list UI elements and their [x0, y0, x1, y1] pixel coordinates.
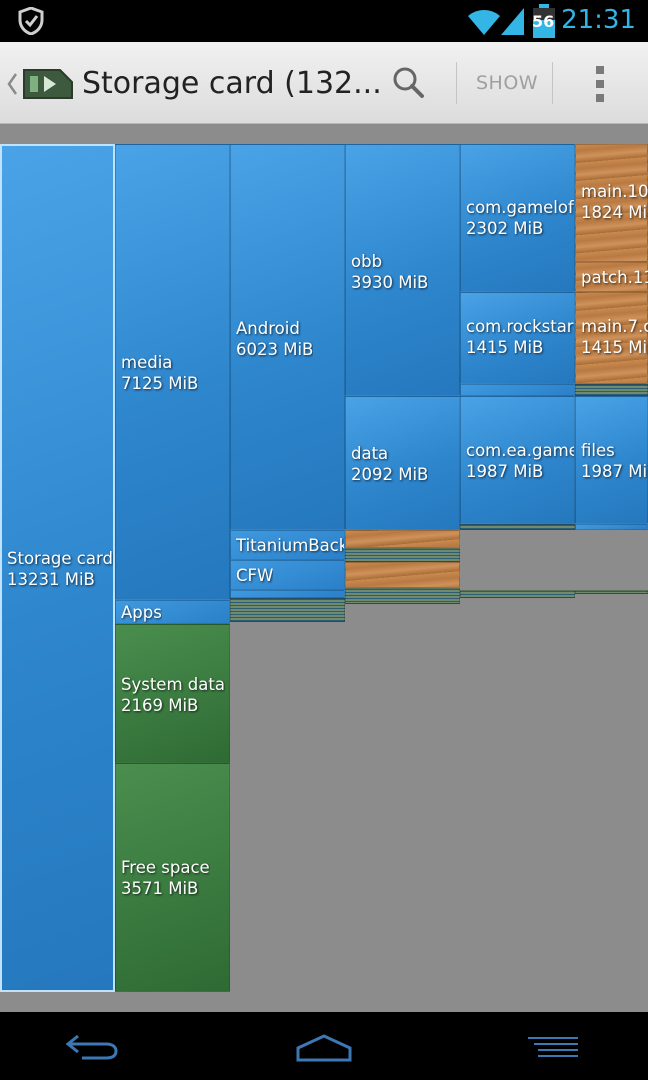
tile-size: 1824 MiB — [581, 203, 648, 222]
treemap-tile-main-7[interactable]: main.7.c 1415 MiB — [575, 292, 648, 384]
treemap-tile-titaniumbackup[interactable]: TitaniumBack — [230, 530, 345, 560]
storage-card-icon — [23, 69, 73, 99]
tile-name: com.ea.game — [466, 441, 574, 460]
status-bar: 56 21:31 — [0, 0, 648, 42]
battery-icon — [533, 4, 555, 38]
treemap-tile-small-items[interactable] — [345, 548, 460, 562]
tile-name: files — [581, 441, 615, 460]
tile-size: 1415 MiB — [581, 338, 648, 357]
tile-name: patch.11 — [581, 268, 648, 287]
treemap-tile-patch[interactable]: patch.11 — [575, 262, 648, 292]
tile-name: Free space — [121, 858, 210, 877]
tile-size: 1415 MiB — [466, 338, 544, 357]
tile-name: com.rockstar — [466, 317, 574, 336]
tile-size: 2169 MiB — [121, 696, 199, 715]
tile-size: 2092 MiB — [351, 465, 429, 484]
treemap-tile-android[interactable]: Android 6023 MiB — [230, 144, 345, 530]
show-button[interactable]: SHOW — [476, 72, 539, 94]
tile-name: Apps — [121, 603, 162, 622]
tile-size: 7125 MiB — [121, 374, 199, 393]
treemap-tile-small-items[interactable] — [575, 590, 648, 594]
treemap-tile-data[interactable]: data 2092 MiB — [345, 396, 460, 530]
tile-name: Android — [236, 319, 300, 338]
action-divider — [552, 62, 553, 104]
treemap-tile-small-dir[interactable] — [575, 524, 648, 530]
action-bar: Storage card (132... SHOW — [0, 42, 648, 124]
clock: 21:31 — [561, 5, 636, 35]
battery-level: 56 — [532, 12, 555, 31]
treemap-tile-small-items[interactable] — [230, 598, 345, 622]
treemap-tile-small-items[interactable] — [460, 524, 575, 530]
treemap-tile-free-space[interactable]: Free space 3571 MiB — [115, 763, 230, 992]
overflow-menu-icon — [596, 66, 604, 102]
treemap-tile-main-105[interactable]: main.105 1824 MiB — [575, 144, 648, 262]
treemap-tile-system-data[interactable]: System data 2169 MiB — [115, 624, 230, 763]
tile-size: 3571 MiB — [121, 879, 199, 898]
overflow-menu-button[interactable] — [584, 62, 616, 106]
treemap-tile-file[interactable] — [345, 562, 460, 588]
treemap-tile-files[interactable]: files 1987 MiB — [575, 396, 648, 524]
storage-treemap: Storage card 13231 MiB media 7125 MiB Ap… — [0, 124, 648, 1012]
tile-name: Storage card — [7, 549, 113, 568]
tile-size: 2302 MiB — [466, 219, 544, 238]
page-title: Storage card (132... — [82, 66, 382, 101]
treemap-tile-small-items[interactable] — [345, 588, 460, 604]
treemap-tile-com-gameloft[interactable]: com.gameloft 2302 MiB — [460, 144, 575, 292]
tile-name: main.105 — [581, 182, 648, 201]
back-icon[interactable] — [64, 1030, 124, 1064]
chevron-left-icon — [7, 73, 18, 95]
tile-name: data — [351, 444, 389, 463]
treemap-tile-com-ea-games[interactable]: com.ea.game 1987 MiB — [460, 396, 575, 524]
tile-size: 6023 MiB — [236, 340, 314, 359]
tile-size: 1987 MiB — [466, 462, 544, 481]
navigation-bar — [0, 1012, 648, 1080]
tile-size: 1987 MiB — [581, 462, 648, 481]
treemap-tile-media[interactable]: media 7125 MiB — [115, 144, 230, 600]
tile-size: 3930 MiB — [351, 273, 429, 292]
treemap-tile-file[interactable] — [345, 530, 460, 548]
treemap-tile-small-items[interactable] — [575, 384, 648, 396]
treemap-tile-com-rockstar[interactable]: com.rockstar 1415 MiB — [460, 292, 575, 384]
wifi-icon — [468, 10, 500, 35]
recent-apps-icon[interactable] — [524, 1030, 584, 1064]
home-icon[interactable] — [294, 1030, 354, 1064]
treemap-tile-storage-card[interactable]: Storage card 13231 MiB — [0, 144, 115, 992]
search-button[interactable] — [386, 60, 432, 106]
action-divider — [456, 62, 457, 104]
search-icon — [393, 67, 424, 98]
tile-name: TitaniumBack — [236, 536, 344, 555]
up-button[interactable] — [0, 42, 78, 124]
tile-name: System data — [121, 675, 225, 694]
treemap-tile-obb[interactable]: obb 3930 MiB — [345, 144, 460, 396]
shield-icon — [18, 7, 44, 35]
signal-icon — [501, 8, 524, 35]
tile-name: com.gameloft — [466, 198, 574, 217]
treemap-tile-apps[interactable]: Apps — [115, 600, 230, 624]
tile-name: media — [121, 353, 173, 372]
tile-name: CFW — [236, 566, 274, 585]
treemap-tile-small-items[interactable] — [460, 590, 575, 598]
treemap-tile-small-dir[interactable] — [230, 590, 345, 598]
tile-size: 13231 MiB — [7, 570, 95, 589]
tile-name: main.7.c — [581, 317, 648, 336]
treemap-tile-small-dir[interactable] — [460, 384, 575, 396]
treemap-tile-cfw[interactable]: CFW — [230, 560, 345, 590]
tile-name: obb — [351, 252, 383, 271]
